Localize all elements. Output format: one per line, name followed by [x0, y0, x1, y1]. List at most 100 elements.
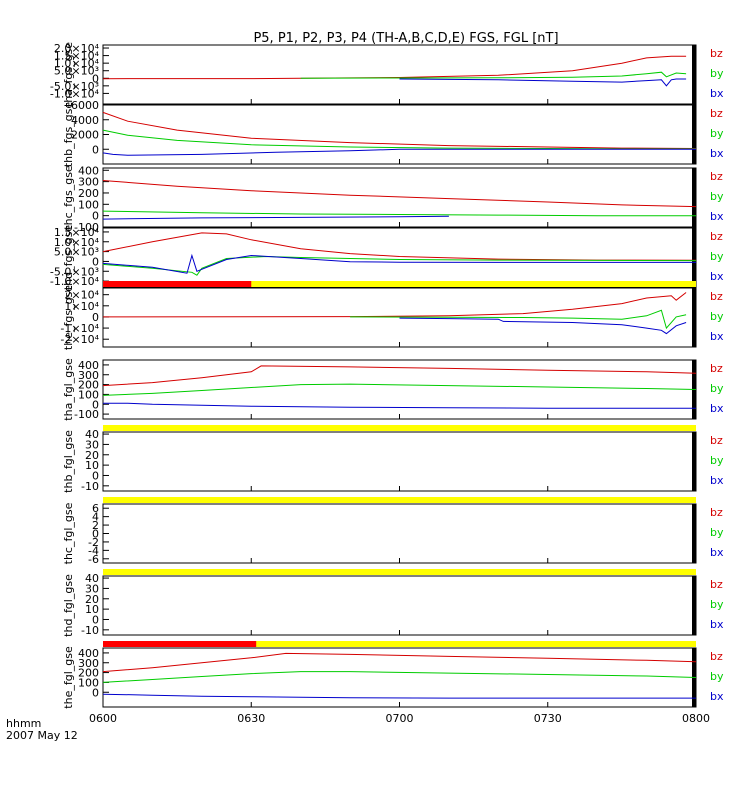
- legend-by-9: by: [710, 670, 724, 683]
- x-axis-label-line2: 2007 May 12: [6, 729, 78, 742]
- y-tick-label-3-3: 0: [92, 255, 99, 268]
- y-tick-label-9-1: 300: [78, 657, 99, 670]
- y-axis-label-8: thd_fgl_gse: [62, 574, 75, 637]
- y-tick-label-1-0: 6000: [71, 99, 99, 112]
- y-tick-label-7-1: 4: [92, 511, 99, 524]
- series-bx-0: [399, 78, 687, 87]
- y-tick-label-8-3: 10: [85, 603, 99, 616]
- panel-edge-band-8: [692, 576, 696, 635]
- series-bx-4: [399, 317, 687, 335]
- y-tick-label-1-2: 2000: [71, 129, 99, 142]
- y-tick-label-7-6: -6: [88, 553, 99, 566]
- legend-by-7: by: [710, 526, 724, 539]
- y-tick-label-3-5: -1.0×10⁴: [50, 275, 100, 288]
- panel-frame-7: [102, 503, 697, 564]
- series-by-9: [102, 671, 697, 683]
- legend-bx-0: bx: [710, 87, 724, 100]
- y-tick-label-9-4: 0: [92, 686, 99, 699]
- legend-bz-7: bz: [710, 506, 723, 519]
- y-tick-label-1-1: 4000: [71, 114, 99, 127]
- y-tick-label-6-1: 30: [85, 438, 99, 451]
- y-tick-label-0-0: 2.0×10⁴: [54, 42, 100, 55]
- status-bar-8: [103, 569, 696, 575]
- series-bz-0: [102, 55, 687, 80]
- legend-bz-3: bz: [710, 230, 723, 243]
- legend-bz-4: bz: [710, 290, 723, 303]
- panel-edge-band-0: [692, 45, 696, 104]
- y-tick-label-6-0: 40: [85, 428, 99, 441]
- legend-by-4: by: [710, 310, 724, 323]
- y-tick-label-8-0: 40: [85, 572, 99, 585]
- y-tick-label-0-6: -1.0×10⁴: [50, 87, 100, 100]
- y-tick-label-7-0: 6: [92, 502, 99, 515]
- y-axis-label-0: tha_fgs_gse: [62, 42, 75, 107]
- series-by-0: [300, 71, 687, 79]
- legend-by-5: by: [710, 382, 724, 395]
- y-axis-label-3: thd_fgs_gse: [62, 225, 75, 291]
- panel-edge-band-2: [692, 168, 696, 227]
- y-tick-label-0-5: -5.0×10³: [50, 80, 99, 93]
- panel-edge-band-7: [692, 504, 696, 563]
- y-tick-label-2-4: 0: [92, 210, 99, 223]
- y-tick-label-4-4: -2×10⁴: [60, 333, 99, 346]
- legend-bz-8: bz: [710, 578, 723, 591]
- status-bar-red-9: [103, 641, 257, 647]
- y-tick-label-5-5: -100: [74, 408, 99, 421]
- legend-by-8: by: [710, 598, 724, 611]
- y-axis-label-4: the_fgs_gse: [62, 285, 75, 350]
- series-bz-9: [102, 652, 697, 673]
- y-tick-label-4-0: 2×10⁴: [64, 289, 99, 302]
- y-tick-label-3-1: 1.0×10⁴: [54, 236, 100, 249]
- legend-bz-6: bz: [710, 434, 723, 447]
- panel-edge-band-6: [692, 432, 696, 491]
- series-bx-5: [103, 402, 696, 409]
- legend-bz-1: bz: [710, 107, 723, 120]
- y-tick-label-5-4: 0: [92, 398, 99, 411]
- status-bar-7: [103, 497, 696, 503]
- series-bz-3: [102, 232, 697, 261]
- legend-bx-8: bx: [710, 618, 724, 631]
- series-bx-9: [102, 693, 696, 699]
- y-tick-label-8-4: 0: [92, 613, 99, 626]
- y-tick-label-7-4: -2: [88, 536, 99, 549]
- series-by-4: [350, 309, 687, 330]
- legend-bx-2: bx: [710, 210, 724, 223]
- y-tick-label-6-4: 0: [92, 469, 99, 482]
- legend-by-1: by: [710, 127, 724, 140]
- y-axis-label-2: thc_fgs_gse: [62, 165, 75, 230]
- y-tick-label-8-2: 20: [85, 593, 99, 606]
- legend-by-0: by: [710, 67, 724, 80]
- y-tick-label-8-1: 30: [85, 582, 99, 595]
- y-tick-label-9-2: 200: [78, 667, 99, 680]
- y-tick-label-5-2: 200: [78, 379, 99, 392]
- y-tick-label-2-5: -100: [74, 221, 99, 234]
- y-tick-label-7-2: 2: [92, 519, 99, 532]
- y-tick-label-7-3: 0: [92, 528, 99, 541]
- x-tick-label-1: 0630: [237, 712, 265, 725]
- series-bz-5: [102, 365, 697, 387]
- panel-frame-0: [102, 44, 697, 105]
- y-tick-label-6-3: 10: [85, 459, 99, 472]
- y-axis-label-7: thc_fgl_gse: [62, 502, 75, 564]
- panel-edge-band-3: [692, 228, 696, 287]
- series-bx-3: [102, 253, 696, 274]
- x-axis-label-line1: hhmm: [6, 717, 41, 730]
- series-by-3: [102, 255, 697, 276]
- legend-bz-9: bz: [710, 650, 723, 663]
- legend-bx-3: bx: [710, 270, 724, 283]
- panel-edge-band-1: [692, 105, 696, 164]
- y-tick-label-9-3: 100: [78, 676, 99, 689]
- y-tick-label-8-5: -10: [81, 624, 99, 637]
- series-by-1: [102, 129, 696, 150]
- legend-bx-4: bx: [710, 330, 724, 343]
- panel-edge-band-4: [692, 288, 696, 347]
- legend-by-3: by: [710, 250, 724, 263]
- series-bz-4: [102, 292, 687, 318]
- panel-frame-1: [102, 104, 697, 165]
- series-bx-2: [102, 215, 449, 220]
- y-axis-label-5: tha_fgl_gse: [62, 358, 75, 421]
- x-tick-label-3: 0730: [534, 712, 562, 725]
- legend-bz-2: bz: [710, 170, 723, 183]
- legend-bx-1: bx: [710, 147, 724, 160]
- y-tick-label-6-2: 20: [85, 449, 99, 462]
